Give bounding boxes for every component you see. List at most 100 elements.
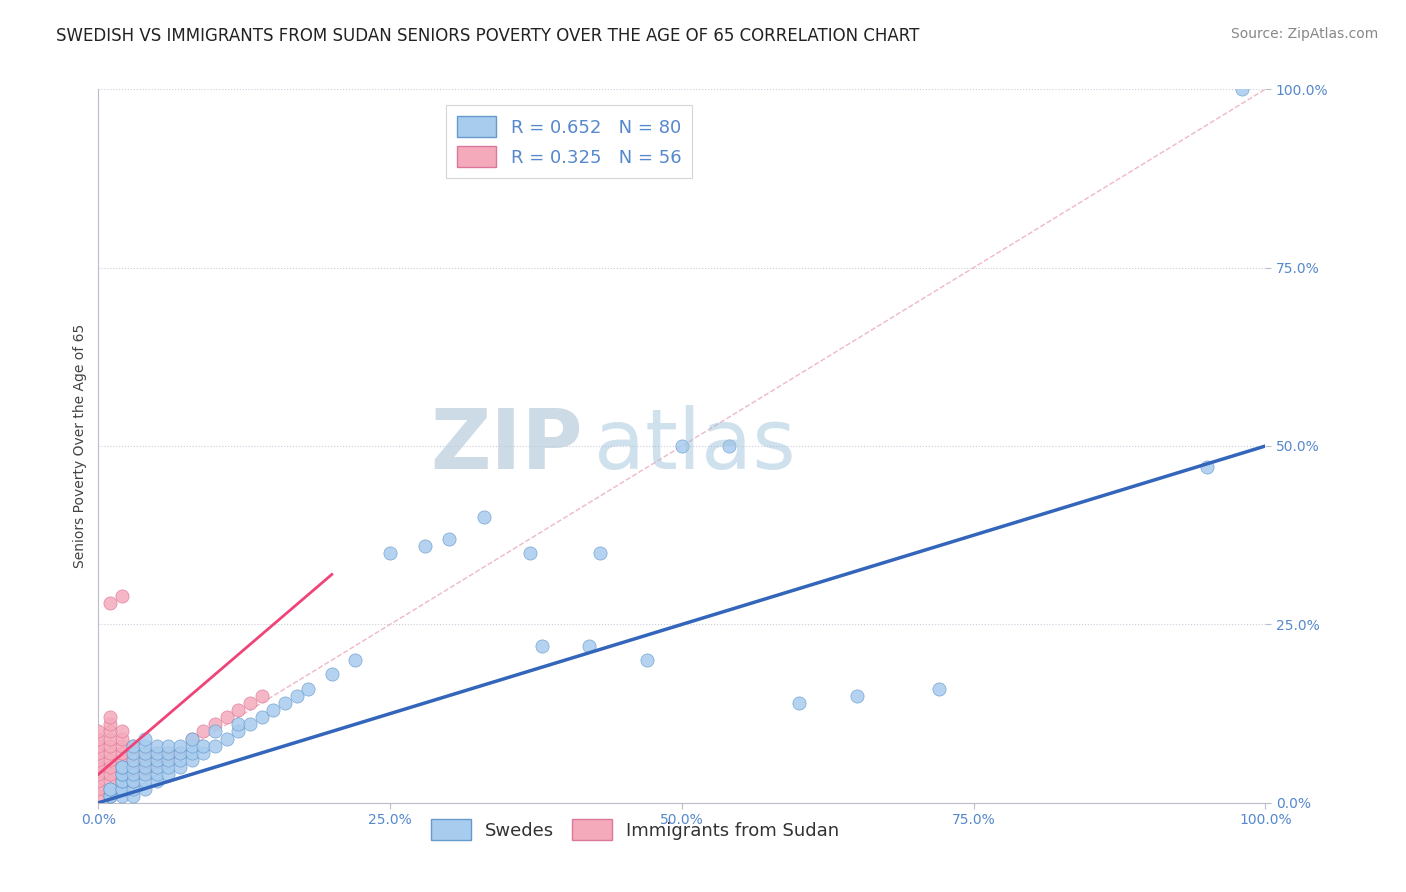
Point — [228, 724, 250, 739]
Point — [146, 753, 169, 767]
Point — [122, 789, 145, 803]
Point — [87, 739, 110, 753]
Point — [122, 753, 145, 767]
Point — [98, 781, 121, 796]
Y-axis label: Seniors Poverty Over the Age of 65: Seniors Poverty Over the Age of 65 — [73, 324, 87, 568]
Point — [98, 731, 121, 746]
Point — [134, 760, 156, 774]
Point — [846, 689, 869, 703]
Point — [111, 781, 134, 796]
Point — [519, 546, 541, 560]
Point — [111, 589, 134, 603]
Point — [87, 767, 110, 781]
Point — [111, 767, 134, 781]
Point — [297, 681, 319, 696]
Point — [215, 731, 238, 746]
Point — [262, 703, 284, 717]
Point — [111, 767, 134, 781]
Point — [193, 746, 215, 760]
Point — [134, 731, 156, 746]
Point — [134, 767, 156, 781]
Point — [111, 789, 134, 803]
Point — [180, 746, 202, 760]
Point — [146, 774, 169, 789]
Point — [204, 717, 226, 731]
Point — [157, 746, 180, 760]
Point — [1230, 82, 1253, 96]
Point — [228, 717, 250, 731]
Point — [180, 753, 202, 767]
Point — [157, 753, 180, 767]
Point — [98, 724, 121, 739]
Point — [111, 746, 134, 760]
Point — [98, 717, 121, 731]
Text: Source: ZipAtlas.com: Source: ZipAtlas.com — [1230, 27, 1378, 41]
Point — [111, 724, 134, 739]
Point — [111, 760, 134, 774]
Point — [157, 753, 180, 767]
Point — [87, 731, 110, 746]
Point — [111, 731, 134, 746]
Point — [169, 753, 191, 767]
Point — [98, 739, 121, 753]
Point — [111, 760, 134, 774]
Point — [122, 767, 145, 781]
Point — [180, 731, 202, 746]
Point — [98, 789, 121, 803]
Point — [274, 696, 297, 710]
Legend: Swedes, Immigrants from Sudan: Swedes, Immigrants from Sudan — [423, 812, 846, 847]
Text: SWEDISH VS IMMIGRANTS FROM SUDAN SENIORS POVERTY OVER THE AGE OF 65 CORRELATION : SWEDISH VS IMMIGRANTS FROM SUDAN SENIORS… — [56, 27, 920, 45]
Point — [157, 767, 180, 781]
Point — [204, 724, 226, 739]
Point — [111, 774, 134, 789]
Point — [87, 724, 110, 739]
Point — [250, 710, 273, 724]
Point — [578, 639, 600, 653]
Point — [111, 739, 134, 753]
Point — [321, 667, 343, 681]
Point — [250, 689, 273, 703]
Point — [180, 731, 202, 746]
Point — [157, 739, 180, 753]
Point — [122, 774, 145, 789]
Point — [122, 746, 145, 760]
Point — [134, 774, 156, 789]
Point — [787, 696, 810, 710]
Point — [122, 767, 145, 781]
Point — [413, 539, 436, 553]
Point — [530, 639, 553, 653]
Point — [111, 774, 134, 789]
Point — [111, 781, 134, 796]
Point — [228, 703, 250, 717]
Point — [344, 653, 367, 667]
Point — [134, 753, 156, 767]
Point — [437, 532, 460, 546]
Point — [157, 746, 180, 760]
Point — [146, 760, 169, 774]
Point — [134, 753, 156, 767]
Point — [169, 739, 191, 753]
Point — [111, 760, 134, 774]
Point — [146, 753, 169, 767]
Point — [589, 546, 612, 560]
Point — [134, 781, 156, 796]
Point — [239, 717, 262, 731]
Point — [98, 774, 121, 789]
Point — [87, 781, 110, 796]
Point — [285, 689, 308, 703]
Point — [98, 710, 121, 724]
Point — [98, 789, 121, 803]
Point — [380, 546, 402, 560]
Point — [111, 767, 134, 781]
Point — [111, 774, 134, 789]
Point — [122, 760, 145, 774]
Point — [146, 739, 169, 753]
Point — [239, 696, 262, 710]
Point — [87, 774, 110, 789]
Point — [134, 739, 156, 753]
Text: ZIP: ZIP — [430, 406, 582, 486]
Point — [636, 653, 658, 667]
Point — [98, 760, 121, 774]
Point — [169, 760, 191, 774]
Point — [928, 681, 950, 696]
